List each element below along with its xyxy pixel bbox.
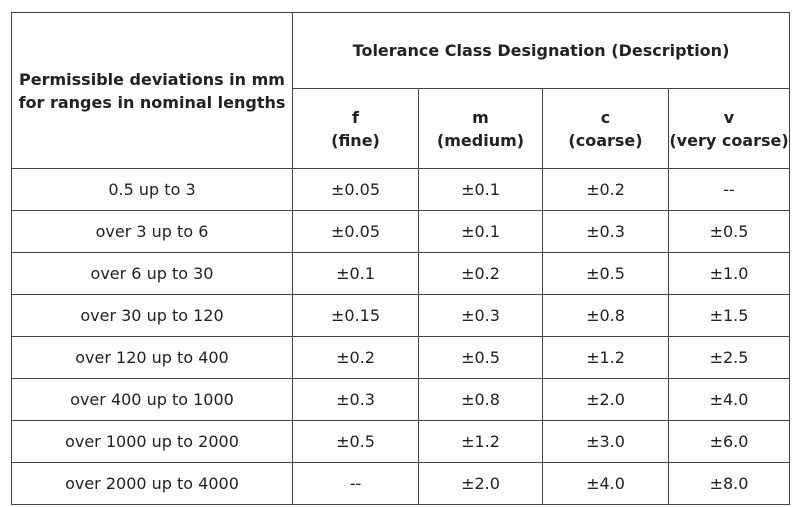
class-code: v bbox=[723, 107, 735, 127]
class-header-f: f (fine) bbox=[292, 88, 419, 169]
range-cell: over 120 up to 400 bbox=[11, 336, 293, 379]
range-cell: over 6 up to 30 bbox=[11, 252, 293, 295]
class-header-m: m (medium) bbox=[418, 88, 543, 169]
range-column-header: Permissible deviations in mm for ranges … bbox=[11, 12, 293, 169]
value-cell-m: ±2.0 bbox=[418, 462, 543, 505]
value-cell-c: ±2.0 bbox=[542, 378, 669, 421]
value-cell-f: ±0.5 bbox=[292, 420, 419, 463]
value-cell-v: ±6.0 bbox=[667, 420, 791, 463]
value-cell-m: ±0.1 bbox=[418, 168, 543, 211]
value-cell-c: ±4.0 bbox=[542, 462, 669, 505]
class-description: (very coarse) bbox=[669, 130, 789, 150]
table-row: over 400 up to 1000 ±0.3 ±0.8 ±2.0 ±4.0 bbox=[11, 378, 791, 421]
table-row: 0.5 up to 3 ±0.05 ±0.1 ±0.2 -- bbox=[11, 168, 791, 211]
value-cell-v: ±8.0 bbox=[667, 462, 791, 505]
class-description: (medium) bbox=[436, 130, 525, 150]
table-row: over 120 up to 400 ±0.2 ±0.5 ±1.2 ±2.5 bbox=[11, 336, 791, 379]
value-cell-v: ±1.5 bbox=[667, 294, 791, 337]
table-row: over 2000 up to 4000 -- ±2.0 ±4.0 ±8.0 bbox=[11, 462, 791, 505]
class-code: f bbox=[352, 107, 359, 127]
value-cell-v: -- bbox=[667, 168, 791, 211]
range-header-line1: Permissible deviations in mm bbox=[19, 69, 285, 89]
range-cell: over 2000 up to 4000 bbox=[11, 462, 293, 505]
value-cell-c: ±1.2 bbox=[542, 336, 669, 379]
value-cell-m: ±0.1 bbox=[418, 210, 543, 253]
value-cell-f: ±0.15 bbox=[292, 294, 419, 337]
range-cell: over 1000 up to 2000 bbox=[11, 420, 293, 463]
header-row-group: Permissible deviations in mm for ranges … bbox=[11, 12, 791, 169]
value-cell-c: ±0.3 bbox=[542, 210, 669, 253]
range-cell: 0.5 up to 3 bbox=[11, 168, 293, 211]
class-description: (coarse) bbox=[568, 130, 643, 150]
tolerance-class-group-header: Tolerance Class Designation (Description… bbox=[291, 12, 791, 89]
range-header-line2: for ranges in nominal lengths bbox=[18, 92, 286, 112]
table-row: over 6 up to 30 ±0.1 ±0.2 ±0.5 ±1.0 bbox=[11, 252, 791, 295]
range-cell: over 3 up to 6 bbox=[11, 210, 293, 253]
class-code: c bbox=[600, 107, 611, 127]
value-cell-f: ±0.2 bbox=[292, 336, 419, 379]
value-cell-m: ±0.3 bbox=[418, 294, 543, 337]
value-cell-v: ±1.0 bbox=[667, 252, 791, 295]
value-cell-c: ±0.8 bbox=[542, 294, 669, 337]
value-cell-f: ±0.1 bbox=[292, 252, 419, 295]
header-row-classes: f (fine) m (medium) c (coarse) v (very c… bbox=[12, 88, 791, 169]
value-cell-m: ±1.2 bbox=[418, 420, 543, 463]
class-header-c: c (coarse) bbox=[542, 88, 669, 169]
value-cell-f: ±0.05 bbox=[292, 168, 419, 211]
tolerance-table: Permissible deviations in mm for ranges … bbox=[11, 12, 791, 505]
value-cell-v: ±4.0 bbox=[667, 378, 791, 421]
table-row: over 1000 up to 2000 ±0.5 ±1.2 ±3.0 ±6.0 bbox=[11, 420, 791, 463]
value-cell-f: ±0.05 bbox=[292, 210, 419, 253]
class-description: (fine) bbox=[331, 130, 380, 150]
value-cell-c: ±0.2 bbox=[542, 168, 669, 211]
value-cell-f: -- bbox=[292, 462, 419, 505]
value-cell-m: ±0.8 bbox=[418, 378, 543, 421]
table-row: over 30 up to 120 ±0.15 ±0.3 ±0.8 ±1.5 bbox=[11, 294, 791, 337]
range-cell: over 400 up to 1000 bbox=[11, 378, 293, 421]
range-cell: over 30 up to 120 bbox=[11, 294, 293, 337]
value-cell-v: ±0.5 bbox=[667, 210, 791, 253]
value-cell-c: ±0.5 bbox=[542, 252, 669, 295]
class-header-v: v (very coarse) bbox=[667, 88, 791, 169]
table-header: Permissible deviations in mm for ranges … bbox=[11, 12, 791, 169]
value-cell-m: ±0.5 bbox=[418, 336, 543, 379]
value-cell-m: ±0.2 bbox=[418, 252, 543, 295]
value-cell-v: ±2.5 bbox=[667, 336, 791, 379]
table-row: over 3 up to 6 ±0.05 ±0.1 ±0.3 ±0.5 bbox=[11, 210, 791, 253]
table-body: 0.5 up to 3 ±0.05 ±0.1 ±0.2 -- over 3 up… bbox=[11, 168, 791, 505]
value-cell-f: ±0.3 bbox=[292, 378, 419, 421]
value-cell-c: ±3.0 bbox=[542, 420, 669, 463]
class-code: m bbox=[472, 107, 489, 127]
